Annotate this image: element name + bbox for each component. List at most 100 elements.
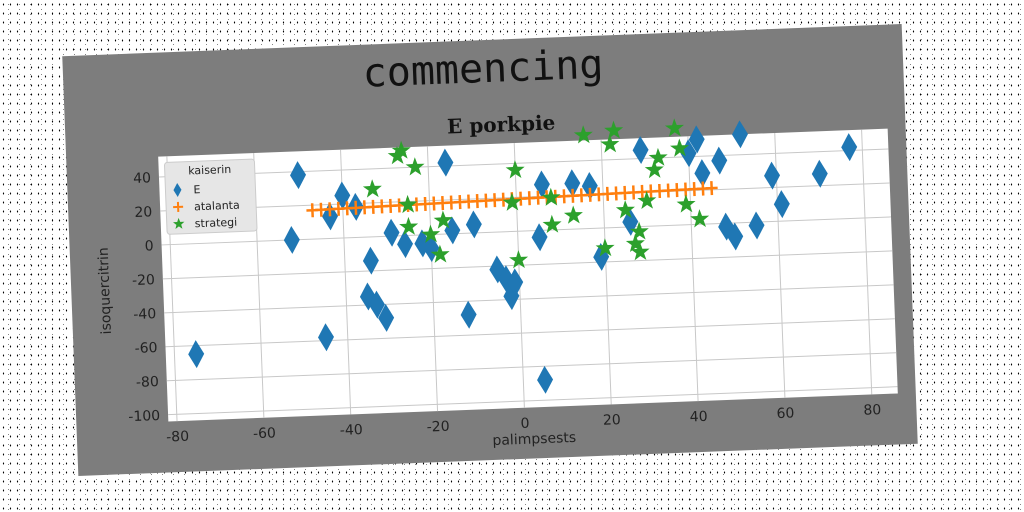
y-tick-label: 20 bbox=[134, 204, 152, 221]
point-E bbox=[764, 161, 781, 190]
y-grid-line bbox=[165, 318, 895, 348]
point-strategi bbox=[637, 190, 657, 210]
point-strategi bbox=[648, 147, 668, 167]
y-tick-label: 0 bbox=[144, 238, 154, 254]
legend-marker-atalanta bbox=[173, 201, 184, 212]
point-E bbox=[290, 161, 307, 190]
point-E bbox=[688, 125, 705, 154]
point-strategi bbox=[644, 159, 664, 179]
series-strategi bbox=[362, 118, 710, 269]
point-strategi bbox=[595, 238, 615, 257]
x-grid-line bbox=[426, 146, 439, 412]
point-E bbox=[503, 282, 520, 311]
point-E bbox=[694, 159, 711, 188]
point-strategi bbox=[362, 179, 382, 198]
y-grid-line bbox=[166, 352, 897, 382]
x-tick-label: 80 bbox=[863, 402, 881, 419]
y-tick-label: -100 bbox=[128, 408, 160, 425]
point-E bbox=[507, 268, 524, 297]
point-strategi bbox=[391, 140, 411, 160]
point-E bbox=[368, 290, 385, 319]
figure-sheet: commencing E porkpie -80 -60 -40 -20 0 20 40 60… bbox=[62, 24, 918, 476]
point-E bbox=[841, 133, 858, 162]
point-strategi bbox=[541, 187, 561, 206]
legend-item-strategi: strategi bbox=[173, 216, 238, 231]
point-E bbox=[318, 323, 334, 352]
x-grid-line bbox=[513, 142, 525, 408]
point-strategi bbox=[604, 120, 624, 139]
y-grid-line bbox=[160, 182, 890, 212]
y-grid-line bbox=[164, 284, 894, 314]
point-E bbox=[632, 136, 649, 165]
point-E bbox=[362, 246, 379, 275]
x-tick-label: -80 bbox=[166, 429, 189, 446]
point-E bbox=[727, 222, 744, 251]
point-strategi bbox=[563, 205, 583, 224]
point-strategi bbox=[542, 214, 562, 234]
y-tick-label: -80 bbox=[136, 374, 159, 391]
point-E bbox=[444, 216, 461, 245]
y-grid-line bbox=[161, 216, 892, 246]
point-strategi bbox=[405, 157, 425, 176]
legend-item-E: E bbox=[173, 182, 201, 197]
x-tick-label: -20 bbox=[426, 419, 449, 436]
point-E bbox=[378, 303, 395, 332]
data-series bbox=[188, 118, 858, 394]
point-strategi bbox=[600, 134, 620, 153]
legend-label-atalanta: atalanta bbox=[194, 199, 240, 214]
point-E bbox=[460, 300, 477, 329]
point-strategi bbox=[664, 118, 684, 137]
legend-item-atalanta: atalanta bbox=[173, 199, 240, 214]
x-tick-label: 60 bbox=[776, 405, 794, 422]
y-grid-line bbox=[162, 250, 893, 280]
legend-marker-E bbox=[173, 182, 182, 197]
legend-box bbox=[164, 158, 258, 235]
point-E bbox=[188, 340, 205, 369]
legend-marker-strategi bbox=[173, 217, 185, 229]
point-E bbox=[383, 218, 400, 247]
point-E bbox=[437, 148, 454, 177]
legend-title: kaiserin bbox=[188, 163, 232, 178]
chart-title: E porkpie bbox=[447, 110, 556, 138]
point-strategi bbox=[690, 209, 710, 228]
point-atalanta bbox=[705, 181, 718, 196]
scatter-chart: E porkpie -80 -60 -40 -20 0 20 40 60 80 -100 -80 -6… bbox=[96, 110, 898, 449]
point-strategi bbox=[433, 210, 453, 229]
legend-label-E: E bbox=[193, 183, 200, 196]
point-strategi bbox=[670, 138, 690, 157]
point-strategi bbox=[630, 242, 650, 261]
x-tick-label: 20 bbox=[603, 412, 621, 429]
y-grid-line bbox=[158, 148, 889, 178]
x-grid-line bbox=[861, 129, 873, 395]
point-strategi bbox=[629, 221, 649, 240]
x-tick-label: -60 bbox=[253, 425, 276, 442]
point-E bbox=[811, 159, 828, 188]
point-strategi bbox=[398, 194, 418, 214]
point-E bbox=[581, 171, 598, 200]
x-tick-label: 0 bbox=[520, 416, 530, 432]
point-E bbox=[465, 210, 482, 239]
y-tick-label: 40 bbox=[133, 170, 151, 187]
point-E bbox=[593, 242, 610, 271]
grid-lines bbox=[158, 129, 898, 422]
y-tick-label: -20 bbox=[132, 272, 155, 289]
y-grid-line bbox=[168, 386, 898, 416]
x-tick-label: 40 bbox=[689, 409, 707, 426]
point-strategi bbox=[399, 216, 419, 236]
point-strategi bbox=[505, 160, 525, 179]
point-E bbox=[283, 225, 300, 254]
point-strategi bbox=[509, 250, 529, 269]
y-tick-label: -40 bbox=[133, 306, 156, 323]
series-atalanta bbox=[306, 181, 718, 218]
x-tick-label: -40 bbox=[340, 422, 363, 439]
legend-label-strategi: strategi bbox=[195, 216, 238, 231]
point-strategi bbox=[421, 224, 441, 243]
axis-ticks: -80 -60 -40 -20 0 20 40 60 80 -100 -80 -60 -40 -20 0 20… bbox=[128, 170, 882, 446]
point-E bbox=[564, 169, 581, 198]
point-strategi bbox=[676, 194, 696, 213]
y-tick-label: -60 bbox=[134, 340, 157, 357]
point-E bbox=[531, 223, 548, 252]
point-strategi bbox=[573, 125, 593, 144]
y-axis-label: isoquercitrin bbox=[96, 247, 115, 335]
